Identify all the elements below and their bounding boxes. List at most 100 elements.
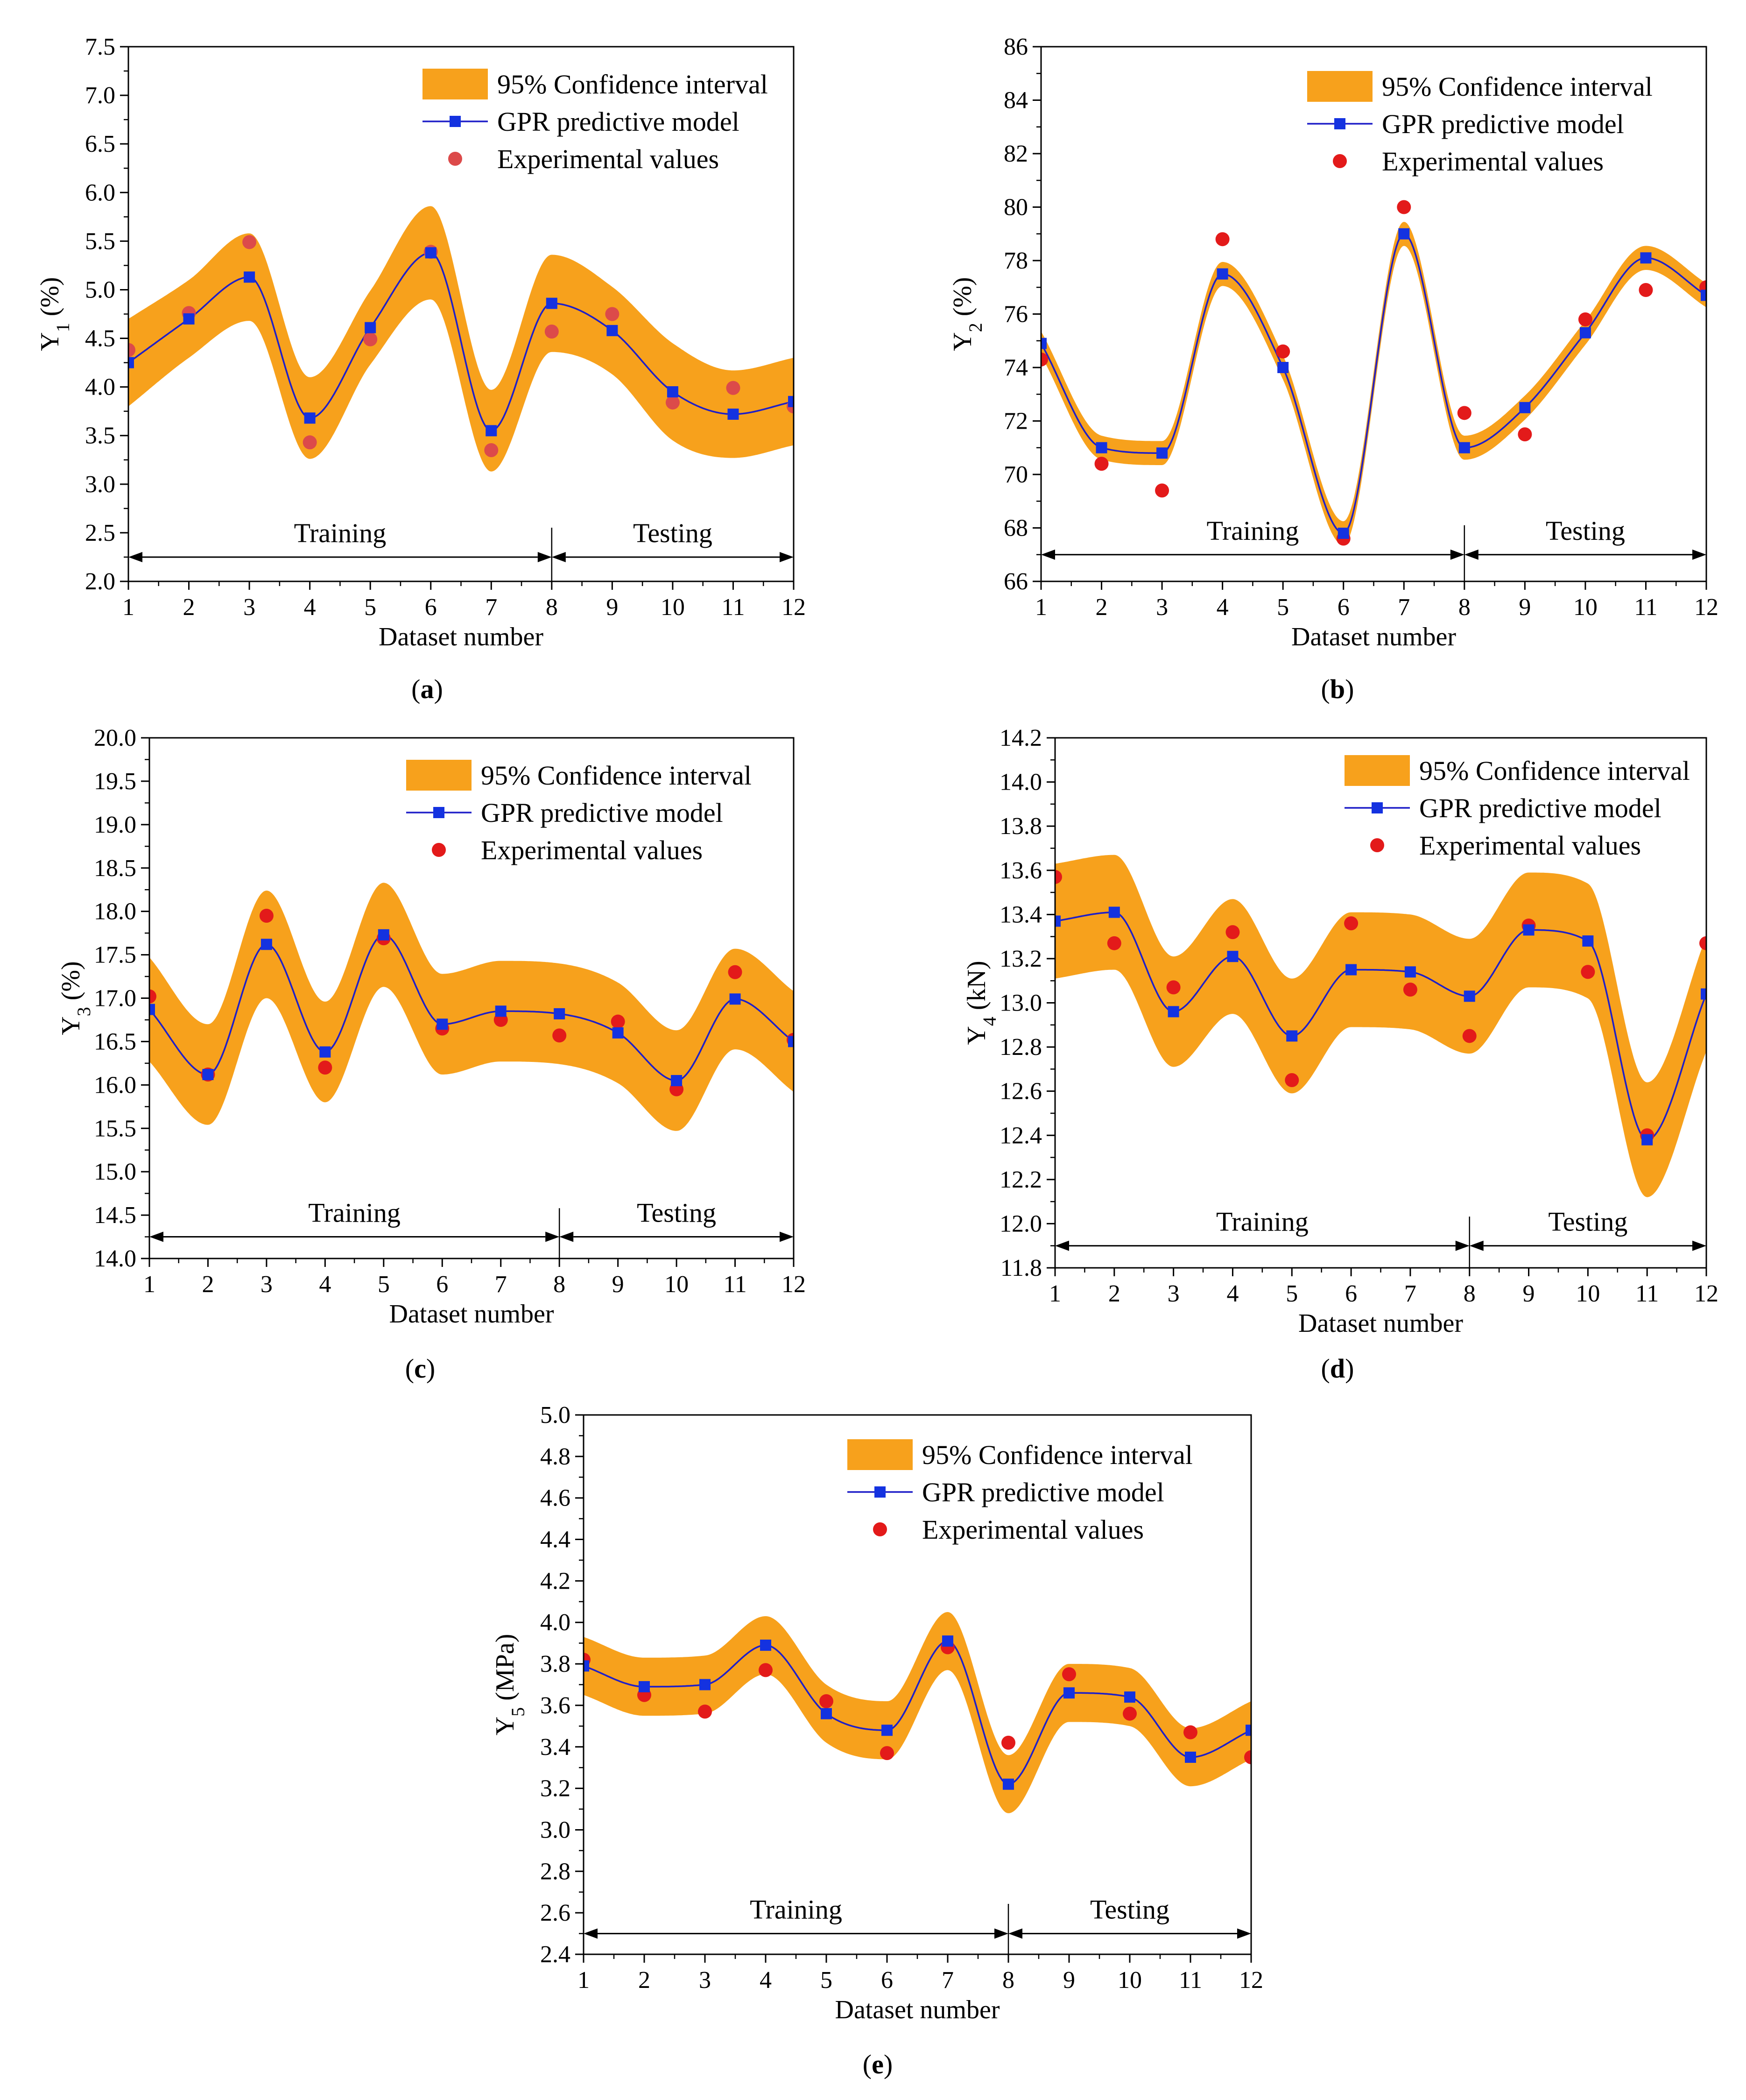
legend-band-swatch — [422, 69, 488, 99]
y-tick-label: 3.4 — [540, 1734, 570, 1761]
y-tick-label: 14.5 — [94, 1202, 136, 1229]
model-point — [729, 993, 741, 1005]
experimental-point — [605, 307, 620, 321]
y-axis-title-unit: (kN) — [962, 961, 991, 1017]
experimental-point — [1276, 344, 1290, 359]
x-tick-label: 8 — [1458, 594, 1471, 621]
x-tick-label: 4 — [760, 1967, 772, 1994]
x-tick-label: 1 — [122, 594, 134, 621]
model-point — [1217, 268, 1228, 280]
arrowhead — [537, 552, 552, 562]
legend-band-swatch — [847, 1439, 913, 1470]
legend-label: GPR predictive model — [922, 1477, 1164, 1507]
experimental-point — [242, 235, 257, 249]
model-point — [1464, 990, 1475, 1002]
arrowhead — [1455, 1240, 1470, 1251]
model-point — [1579, 327, 1591, 339]
y-axis-title-sub: 1 — [52, 323, 73, 332]
y-tick-label: 20.0 — [94, 725, 136, 751]
y-tick-label: 17.5 — [94, 942, 136, 969]
panel-label-open: ( — [1321, 674, 1330, 704]
arrowhead — [1237, 1928, 1251, 1939]
arrowhead — [1469, 1240, 1484, 1251]
experimental-point — [1225, 925, 1240, 940]
panel-label-close: ) — [1345, 1353, 1354, 1384]
plot-area — [149, 883, 794, 1131]
y-tick-label: 12.8 — [1000, 1034, 1042, 1061]
x-tick-label: 2 — [1108, 1280, 1120, 1307]
model-point — [639, 1681, 650, 1692]
x-tick-label: 7 — [1398, 594, 1410, 621]
y-tick-label: 84 — [1004, 87, 1028, 114]
x-tick-label: 1 — [143, 1271, 155, 1298]
experimental-point — [728, 965, 742, 979]
model-point — [244, 271, 255, 283]
model-point — [486, 425, 497, 437]
y-tick-label: 2.4 — [540, 1941, 570, 1968]
y-axis-title: Y1 (%) — [35, 277, 73, 351]
y-axis-title-unit: (%) — [35, 277, 64, 323]
confidence-band — [149, 883, 794, 1131]
experimental-point — [1055, 870, 1062, 884]
y-tick-label: 6.5 — [85, 131, 115, 157]
x-tick-label: 3 — [1156, 594, 1168, 621]
y-axis-title-unit: (MPa) — [491, 1634, 520, 1707]
y-tick-label: 16.5 — [94, 1028, 136, 1055]
experimental-point — [1462, 1029, 1477, 1043]
x-tick-label: 8 — [1002, 1967, 1014, 1994]
model-point — [1404, 966, 1416, 978]
arrowhead — [1041, 549, 1055, 560]
y-tick-label: 15.0 — [94, 1159, 136, 1185]
y-tick-label: 13.8 — [1000, 813, 1042, 840]
model-point — [1523, 924, 1535, 936]
model-point — [881, 1725, 893, 1736]
experimental-point — [1518, 427, 1532, 442]
y-axis-title-unit: (%) — [948, 277, 977, 323]
y-tick-label: 68 — [1004, 515, 1028, 542]
y-tick-label: 14.2 — [1000, 725, 1042, 751]
model-point — [183, 313, 195, 325]
legend: 95% Confidence interval GPR predictive mo… — [1345, 755, 1690, 861]
panel-label-close: ) — [434, 674, 443, 704]
experimental-point — [1285, 1073, 1299, 1088]
x-tick-label: 5 — [364, 594, 376, 621]
y-tick-label: 13.2 — [1000, 946, 1042, 972]
y-tick-label: 76 — [1004, 301, 1028, 328]
panel-label: (d) — [1321, 1353, 1354, 1384]
x-tick-label: 10 — [664, 1271, 689, 1298]
experimental-point — [149, 989, 156, 1004]
legend-label: GPR predictive model — [1382, 109, 1624, 139]
y-axis-title-main: Y — [948, 332, 977, 351]
model-point — [436, 1018, 448, 1030]
testing-label: Testing — [1548, 1207, 1627, 1237]
model-point — [788, 396, 794, 407]
panel-label-open: ( — [405, 1353, 414, 1384]
legend-label: Experimental values — [497, 144, 719, 174]
x-tick-label: 1 — [1049, 1280, 1061, 1307]
plot-area — [1041, 200, 1706, 546]
x-tick-label: 12 — [781, 1271, 806, 1298]
y-tick-label: 2.0 — [85, 568, 115, 595]
model-point — [667, 386, 678, 398]
experimental-point — [318, 1061, 332, 1075]
x-tick-label: 3 — [699, 1967, 711, 1994]
model-point — [554, 1008, 565, 1019]
panel-label-letter: e — [872, 2049, 884, 2079]
x-tick-label: 6 — [1338, 594, 1350, 621]
panel-label: (e) — [863, 2049, 893, 2079]
y-axis-title-main: Y — [35, 332, 64, 351]
arrowhead — [1692, 1240, 1706, 1251]
y-axis-title-main: Y — [56, 1016, 85, 1035]
experimental-point — [1001, 1735, 1015, 1750]
model-point — [671, 1075, 683, 1087]
panel-label: (b) — [1321, 674, 1354, 704]
y-tick-label: 15.5 — [94, 1115, 136, 1142]
legend-label: Experimental values — [1419, 830, 1641, 861]
model-point — [1156, 447, 1168, 459]
model-point — [1108, 906, 1120, 918]
x-tick-label: 4 — [1217, 594, 1229, 621]
arrowhead — [1464, 549, 1478, 560]
testing-label: Testing — [633, 518, 712, 548]
legend-label: Experimental values — [922, 1514, 1144, 1545]
